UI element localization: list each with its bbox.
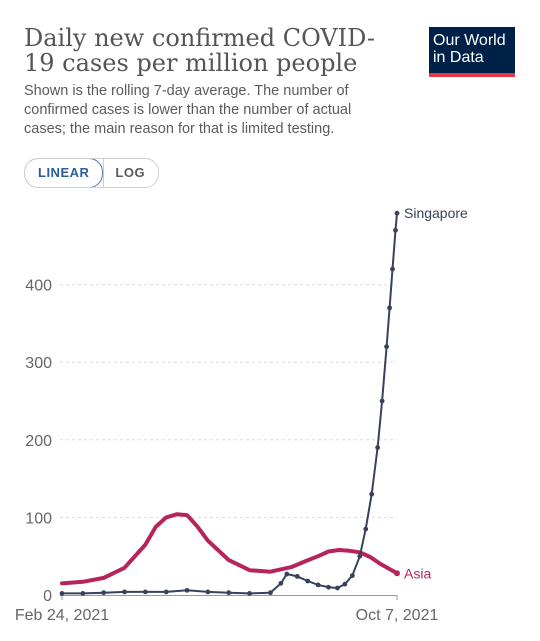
singapore-point[interactable] [393,227,398,233]
linear-scale-button[interactable]: LINEAR [25,159,104,187]
singapore-point[interactable] [384,344,389,350]
asia-series-label: Asia [404,565,431,581]
singapore-point[interactable] [387,305,392,311]
singapore-point[interactable] [379,398,385,404]
singapore-point[interactable] [247,591,253,596]
series-lines [59,210,400,596]
y-tick-label: 100 [25,510,52,527]
singapore-point[interactable] [335,585,340,591]
x-tick-label: Feb 24, 2021 [15,607,109,624]
series-labels: Asia Singapore [404,205,468,581]
singapore-point[interactable] [326,584,331,590]
singapore-point[interactable] [268,590,273,596]
singapore-series-label: Singapore [404,205,468,221]
logo-line-2: in Data [433,49,484,66]
singapore-point[interactable] [163,589,169,595]
singapore-point[interactable] [284,571,290,577]
singapore-point[interactable] [342,581,348,587]
singapore-point[interactable] [278,580,284,586]
logo-line-1: Our World [433,32,506,49]
singapore-point[interactable] [369,491,375,497]
singapore-point[interactable] [305,578,311,584]
singapore-point[interactable] [315,582,321,588]
singapore-point[interactable] [142,589,148,595]
scale-toggle: LINEAR LOG [24,158,160,188]
x-tick-label: Oct 7, 2021 [356,607,439,624]
grid-lines [60,284,397,518]
singapore-point[interactable] [390,266,395,272]
y-tick-label: 400 [25,278,52,295]
singapore-point[interactable] [59,591,65,596]
singapore-point[interactable] [122,589,127,595]
asia-end-point[interactable] [394,570,400,577]
asia-line[interactable] [60,512,399,586]
singapore-point[interactable] [226,590,232,596]
chart-subtitle: Shown is the rolling 7-day average. The … [24,83,352,137]
y-tick-label: 300 [25,355,52,372]
singapore-point[interactable] [205,589,211,595]
owid-logo[interactable]: Our World in Data [429,27,515,77]
singapore-point[interactable] [363,526,369,532]
singapore-point[interactable] [184,587,190,593]
chart-title: Daily new confirmed COVID-19 cases per m… [24,24,375,77]
singapore-point[interactable] [394,210,400,216]
log-scale-button[interactable]: LOG [103,159,158,187]
singapore-point[interactable] [80,591,86,596]
singapore-point[interactable] [101,590,107,596]
y-tick-label: 200 [25,433,52,450]
singapore-point[interactable] [349,573,355,578]
singapore-point[interactable] [357,553,363,559]
x-axis: Feb 24, 2021 Oct 7, 2021 [15,595,439,624]
singapore-point[interactable] [294,573,300,579]
singapore-point[interactable] [375,445,381,450]
singapore-line[interactable] [61,212,398,595]
y-axis-ticks: 0 100 200 300 400 [25,278,52,605]
y-tick-label: 0 [43,588,52,605]
